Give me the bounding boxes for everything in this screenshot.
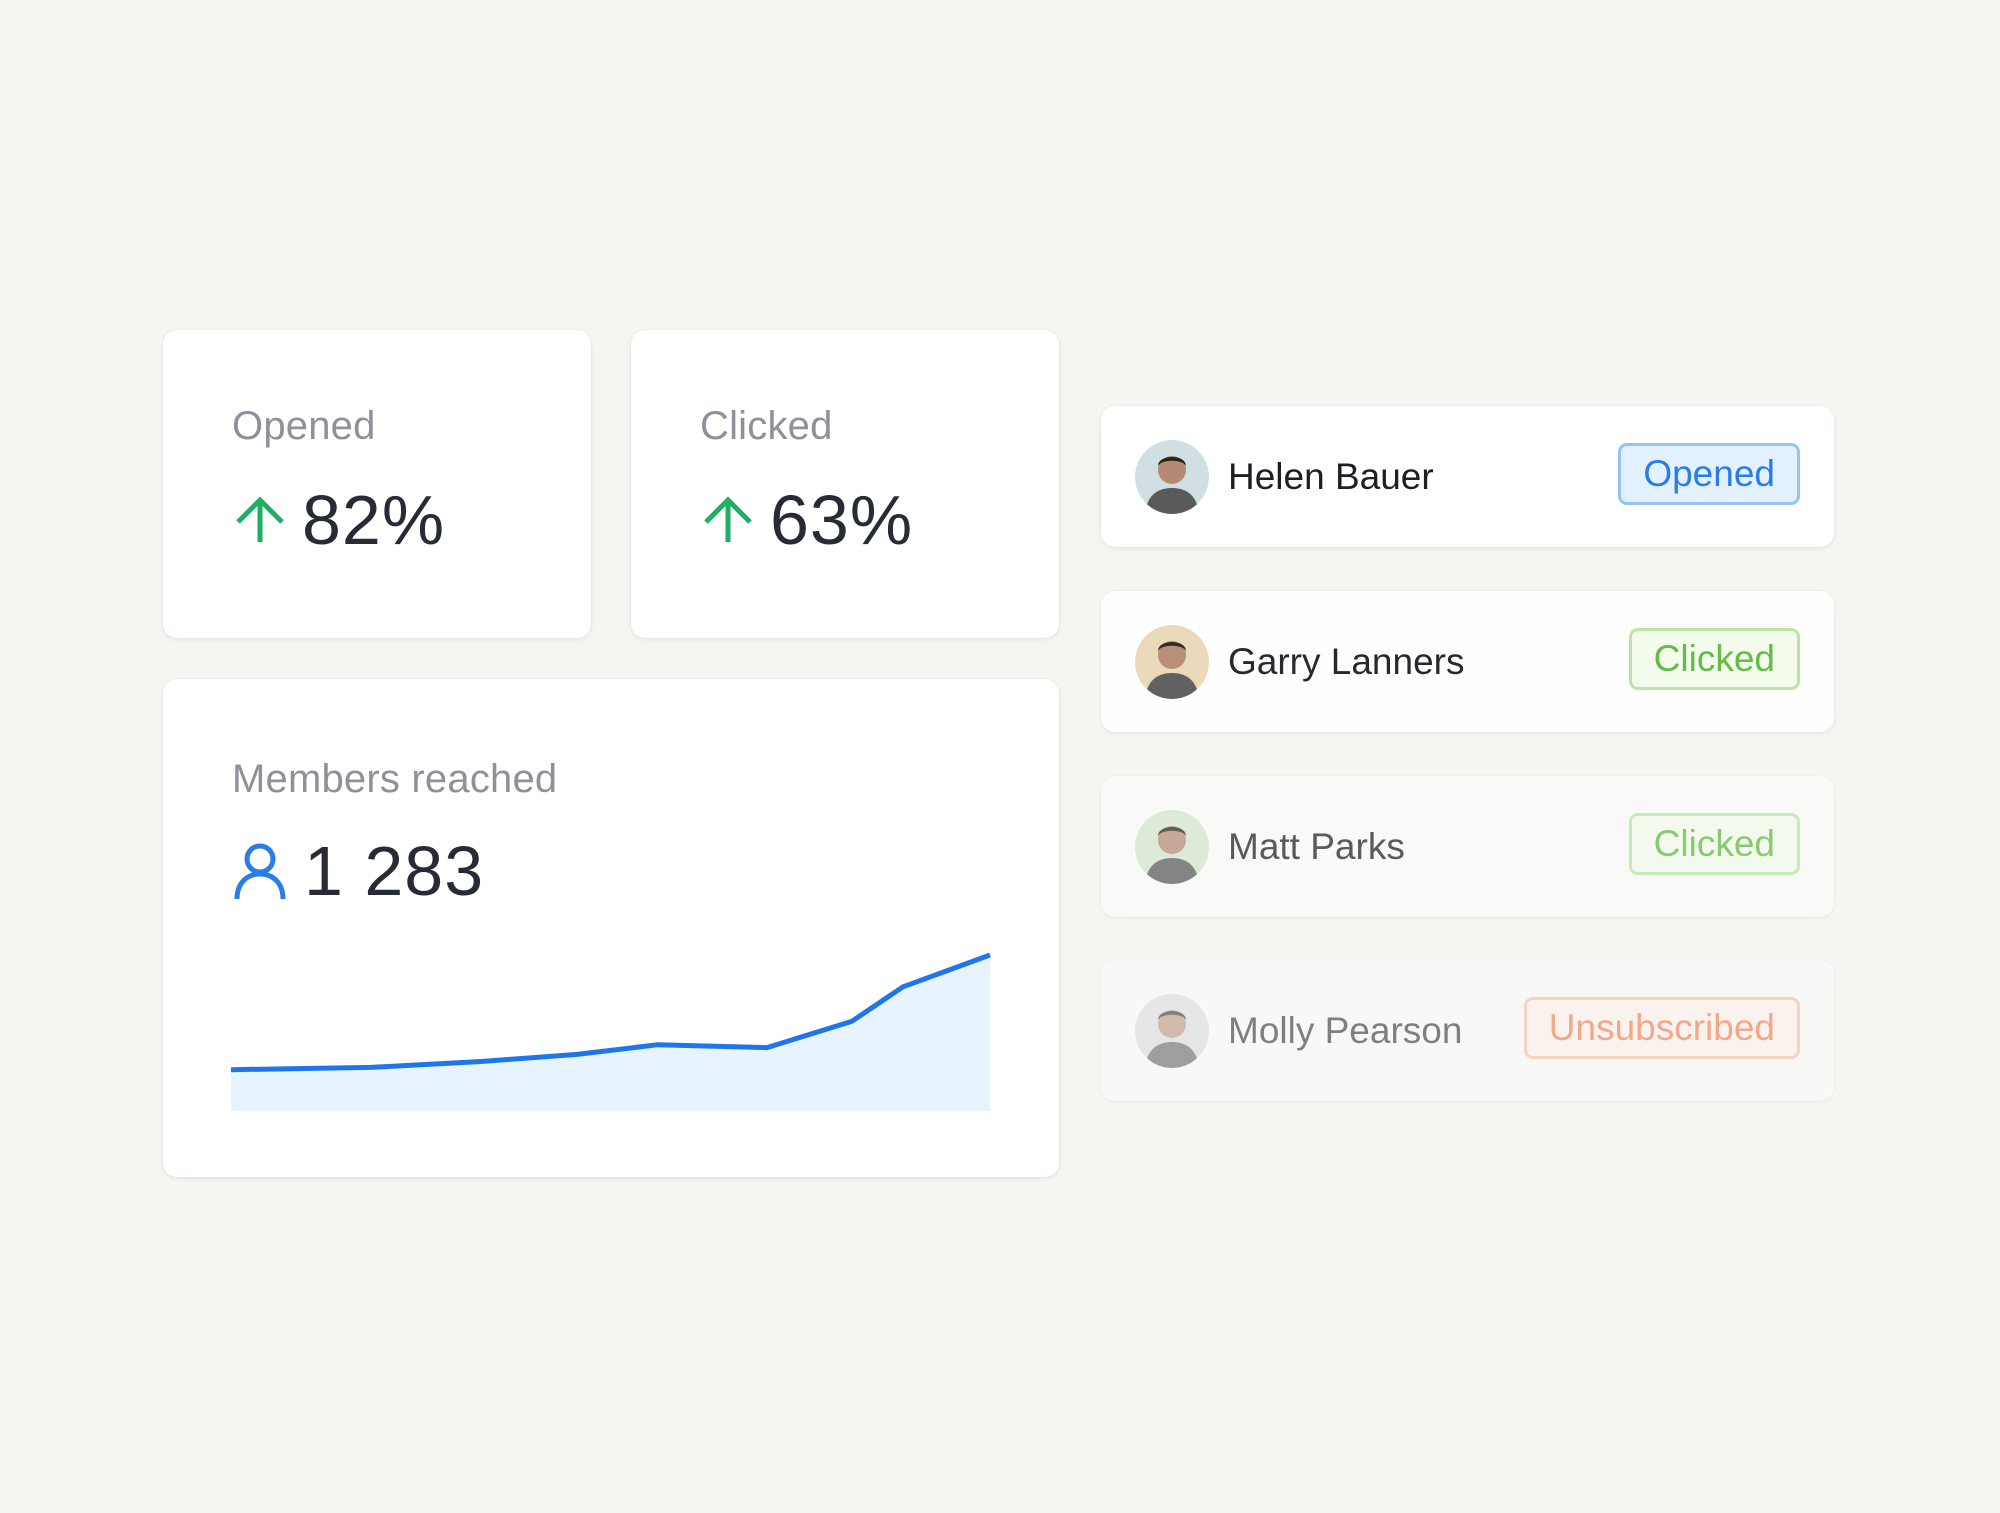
members-value-row: 1 283 bbox=[232, 831, 484, 911]
arrow-up-icon bbox=[232, 492, 288, 548]
opened-value-row: 82% bbox=[232, 480, 445, 560]
clicked-value-row: 63% bbox=[700, 480, 913, 560]
opened-label: Opened bbox=[232, 404, 376, 448]
clicked-stat-card: Clicked 63% bbox=[631, 330, 1059, 638]
recipient-name: Molly Pearson bbox=[1228, 1010, 1463, 1051]
clicked-value: 63% bbox=[770, 481, 914, 559]
status-badge: Unsubscribed bbox=[1523, 997, 1800, 1059]
recipient-name: Matt Parks bbox=[1228, 826, 1405, 867]
recipient-row-helen-bauer[interactable]: Helen Bauer Opened bbox=[1101, 406, 1834, 547]
members-reached-card: Members reached 1 283 bbox=[163, 679, 1059, 1177]
clicked-label: Clicked bbox=[700, 404, 833, 448]
members-area-chart bbox=[231, 952, 991, 1111]
avatar bbox=[1135, 440, 1209, 514]
opened-value: 82% bbox=[302, 481, 446, 559]
recipient-row-molly-pearson[interactable]: Molly Pearson Unsubscribed bbox=[1101, 960, 1834, 1101]
avatar bbox=[1135, 625, 1209, 699]
status-badge: Clicked bbox=[1628, 628, 1800, 690]
status-badge: Opened bbox=[1618, 443, 1800, 505]
recipient-row-garry-lanners[interactable]: Garry Lanners Clicked bbox=[1101, 591, 1834, 732]
avatar bbox=[1135, 810, 1209, 884]
opened-stat-card: Opened 82% bbox=[163, 330, 591, 638]
avatar bbox=[1135, 994, 1209, 1068]
members-value: 1 283 bbox=[304, 832, 485, 910]
recipient-name: Garry Lanners bbox=[1228, 641, 1465, 682]
members-label: Members reached bbox=[232, 757, 558, 801]
user-icon bbox=[232, 841, 288, 901]
recipient-name: Helen Bauer bbox=[1228, 456, 1434, 497]
recipient-row-matt-parks[interactable]: Matt Parks Clicked bbox=[1101, 776, 1834, 917]
status-badge: Clicked bbox=[1628, 813, 1800, 875]
arrow-up-icon bbox=[700, 492, 756, 548]
